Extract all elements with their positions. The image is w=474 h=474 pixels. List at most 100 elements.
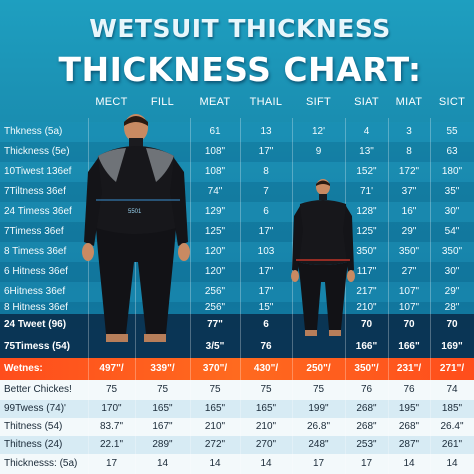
table-cell: 108" <box>204 146 226 157</box>
row-label: 24 Timess 36ef <box>4 206 72 217</box>
table-cell: 17" <box>258 286 274 297</box>
row-label: 7Timess 36ef <box>4 226 64 237</box>
table-cell: 17" <box>258 146 274 157</box>
page-title: WETSUIT THICKNESS <box>89 14 391 43</box>
table-cell: 430"/ <box>253 363 279 374</box>
table-cell: 271"/ <box>439 363 465 374</box>
table-cell: 27" <box>401 266 417 277</box>
table-cell: 63 <box>446 146 458 157</box>
table-cell: 180" <box>441 166 463 177</box>
table-cell: 71' <box>359 186 374 197</box>
figure-chest-label: 5501 <box>128 209 142 215</box>
table-cell: 125" <box>204 226 226 237</box>
table-cell: 13 <box>260 126 272 137</box>
table-cell: 166" <box>355 341 378 352</box>
table-cell: 210" <box>356 302 377 313</box>
table-cell: 14 <box>403 458 415 469</box>
table-row: Thickness (5e) 108" 17" 9 13" 8 63 <box>0 142 474 162</box>
table-cell: 75 <box>260 384 272 395</box>
table-cell: 26.4" <box>440 421 464 432</box>
table-cell: 17" <box>258 266 274 277</box>
table-cell: 74" <box>207 186 223 197</box>
grid-line <box>88 118 89 474</box>
table-cell: 350" <box>398 246 420 257</box>
column-header: MIAT <box>395 96 423 108</box>
table-cell: 35" <box>444 186 460 197</box>
table-cell: 14 <box>156 458 169 469</box>
wetsuit-figure-small <box>291 179 355 336</box>
table-cell: 350"/ <box>354 363 379 374</box>
table-cell: 75 <box>156 384 169 395</box>
row-label: 75Timess (54) <box>4 341 70 352</box>
table-cell: 268" <box>356 403 377 414</box>
table-cell: 54" <box>444 226 460 237</box>
table-cell: 185" <box>441 403 463 414</box>
row-label: 6 Hitness 36ef <box>4 266 68 277</box>
table-cell: 170" <box>101 403 122 414</box>
table-row: Wetnes: 497"/ 339"/ 370"/ 430"/ 250"/ 350"/ 231… <box>0 358 474 380</box>
table-cell: 77" <box>207 319 223 330</box>
table-cell: 250"/ <box>306 363 331 374</box>
table-cell: 7 <box>263 186 269 197</box>
table-row: 7Tiltness 36ef 74" 7 71' 37" 35" <box>0 182 474 202</box>
row-label: Wetnes: <box>4 363 43 374</box>
table-cell: 120" <box>204 266 226 277</box>
row-label: Thitness (24) <box>4 439 63 450</box>
table-cell: 29" <box>444 286 460 297</box>
table-cell: 497"/ <box>99 363 124 374</box>
table-cell: 76 <box>260 341 272 352</box>
table-cell: 26.8" <box>306 421 330 432</box>
table-cell: 12' <box>311 126 326 137</box>
table-cell: 210" <box>204 421 226 432</box>
table-cell: 30" <box>444 206 460 217</box>
row-label: 10Tiwest 136ef <box>4 166 72 177</box>
table-cell: 125" <box>356 226 377 237</box>
table-cell: 28" <box>444 302 460 313</box>
grid-line <box>388 118 389 474</box>
table-cell: 22.1" <box>99 439 123 450</box>
table-cell: 13" <box>359 146 374 157</box>
table-row: Thkness (5a) 61 13 12' 4 3 55 <box>0 122 474 142</box>
table-cell: 14 <box>260 458 272 469</box>
table-cell: 15" <box>258 302 274 313</box>
column-header: THAIL <box>249 96 283 108</box>
table-cell: 172" <box>398 166 420 177</box>
table-row: 99Twess (74)' 170" 165" 165" 165" 199" 268" 195… <box>0 400 474 418</box>
table-cell: 108" <box>204 166 226 177</box>
table-cell: 166" <box>398 341 420 352</box>
table-cell: 75 <box>312 384 325 395</box>
table-cell: 17" <box>258 226 274 237</box>
table-row: Better Chickes! 75 75 75 75 75 76 76 74 <box>0 380 474 400</box>
table-cell: 14 <box>209 458 221 469</box>
table-row: 10Tiwest 136ef 108" 8 152" 172" 180" <box>0 162 474 182</box>
table-cell: 75 <box>105 384 118 395</box>
table-cell: 268" <box>398 421 420 432</box>
table-cell: 152" <box>356 166 377 177</box>
table-cell: 76 <box>403 384 415 395</box>
row-label: Thkness (5a) <box>4 126 63 137</box>
table-cell: 165" <box>255 403 277 414</box>
table-cell: 350" <box>356 246 377 257</box>
table-row: 24 Timess 36ef 129" 6 128" 16" 30" <box>0 202 474 222</box>
table-cell: 6 <box>263 319 269 330</box>
table-cell: 120" <box>204 246 226 257</box>
table-cell: 83.7" <box>99 421 123 432</box>
table-cell: 167" <box>152 421 173 432</box>
table-cell: 128" <box>356 206 377 217</box>
table-row: Thicknesss: (5a) 17 14 14 14 17 17 14 14 <box>0 454 474 474</box>
table-cell: 17 <box>312 458 325 469</box>
row-label: Better Chickes! <box>4 384 72 395</box>
table-cell: 117" <box>356 266 377 277</box>
table-cell: 16" <box>401 206 417 217</box>
row-label: 8 Hitness 36ef <box>4 302 68 313</box>
table-cell: 350" <box>441 246 463 257</box>
table-cell: 195" <box>398 403 420 414</box>
table-row: Thitness (24) 22.1" 289" 272" 270" 248" 253" 28… <box>0 436 474 454</box>
row-label: 8 Timess 36ef <box>4 246 67 257</box>
table-cell: 339"/ <box>150 363 175 374</box>
table-cell: 55 <box>446 126 458 137</box>
grid-line <box>345 118 346 474</box>
table-cell: 289" <box>152 439 173 450</box>
table-cell: 129" <box>204 206 226 217</box>
table-row: 8 Hitness 36ef 256" 15" 210" 107" 28" <box>0 302 474 314</box>
